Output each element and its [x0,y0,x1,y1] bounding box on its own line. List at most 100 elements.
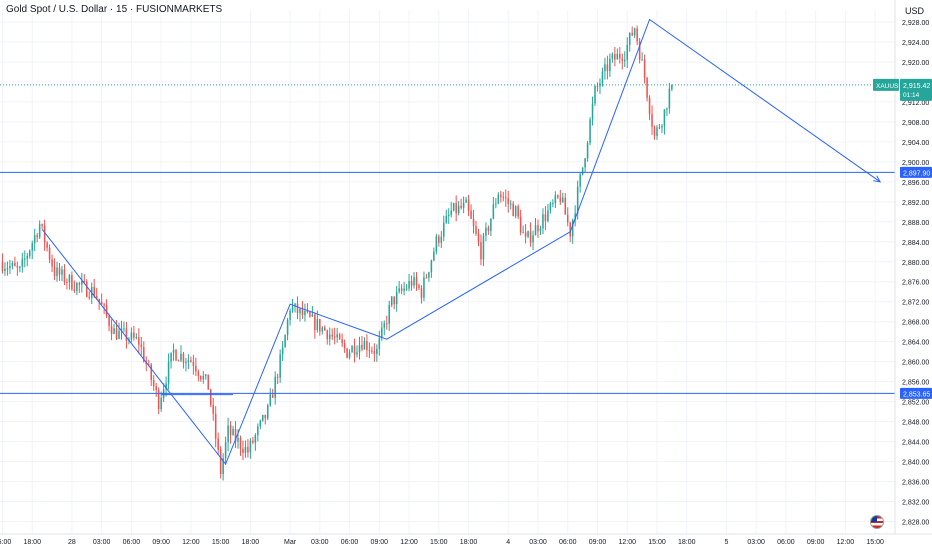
candle-body [48,247,51,260]
candle-body [291,306,294,311]
candle-body [405,288,408,290]
price-line-tag [900,166,932,178]
candle-body [460,205,462,208]
candle-body [512,203,514,217]
candle-body [482,235,485,260]
candle-body [666,108,668,110]
candle-body [338,334,341,340]
candle-body [487,227,490,231]
candle-body [95,295,98,299]
candle-body [200,376,202,380]
candle-body [324,327,326,331]
candle-body [165,383,167,390]
candle-body [259,420,262,427]
candle-body [443,222,445,237]
candle-body [547,210,549,222]
time-tick-label: 15:00 [648,539,666,546]
candle-body [105,305,108,316]
time-tick-label: 06:00 [559,539,577,546]
candle-body [150,364,153,380]
candle-body [252,440,254,443]
candle-body [584,158,586,168]
candle-body [586,142,589,159]
time-tick-label: 03:00 [311,539,329,546]
candle-body [534,225,537,236]
candle-body [504,197,507,199]
candle-body [232,428,234,436]
candle-body [532,235,534,243]
candle-body [257,426,259,436]
horizontal-lines [0,84,895,394]
candle-body [177,360,180,362]
candle-body [214,413,217,439]
candle-body [71,275,73,290]
price-tick-label: 2,892.00 [902,200,929,207]
candle-body [371,350,373,352]
candle-body [276,376,279,378]
candle-body [604,64,606,72]
candle-body [135,337,138,339]
candle-body [433,251,435,261]
candle-body [638,41,641,60]
candle-body [31,243,33,251]
candle-body [527,231,529,237]
candle-body [663,109,666,127]
candle-body [187,360,190,363]
candle-body [227,425,229,443]
candle-body [51,259,53,267]
candle-body [36,235,38,238]
candle-body [304,310,306,316]
candle-body [26,255,29,259]
candle-body [343,343,346,349]
candle-body [123,328,125,330]
candle-body [254,435,257,443]
candle-body [244,446,247,453]
candle-body [294,303,296,307]
candle-body [209,389,212,406]
candle-body [78,283,81,285]
candle-body [284,335,286,348]
time-tick-label: 15:00 [866,539,884,546]
candle-body [517,206,519,217]
candle-body [133,332,135,338]
candle-body [185,362,187,364]
us-flag-icon[interactable] [870,515,884,529]
candle-body [180,353,182,361]
candle-body [247,446,249,453]
time-tick-label: 18:00 [23,539,41,546]
candle-body [519,216,522,233]
price-tick-label: 2,856.00 [902,380,929,387]
candle-body [81,280,83,285]
candle-body [373,351,376,354]
candle-body [619,53,621,59]
time-tick-label: 09:00 [589,539,607,546]
candle-body [596,86,599,88]
candle-body [108,315,110,327]
candle-body [212,405,214,414]
time-axis-bg[interactable] [0,534,932,550]
candle-body [410,280,413,286]
candle-body [485,227,487,236]
candle-body [56,267,58,277]
price-tick-label: 2,848.00 [902,420,929,427]
price-tick-label: 2,872.00 [902,300,929,307]
candle-body [643,59,646,78]
candle-body [368,350,371,352]
candle-body [462,202,465,208]
candle-body [98,298,100,302]
time-tick-label: 12:00 [182,539,200,546]
time-tick-label: 15:00 [430,539,448,546]
candle-body [234,428,237,442]
candle-body [11,262,14,267]
candle-body [606,64,609,72]
candle-body [266,405,269,419]
candle-body [475,225,477,234]
candle-body [428,272,430,278]
candle-body [408,280,410,289]
candle-body [170,352,172,362]
candle-body [564,197,567,215]
candle-body [172,350,175,353]
candle-body [492,204,495,219]
